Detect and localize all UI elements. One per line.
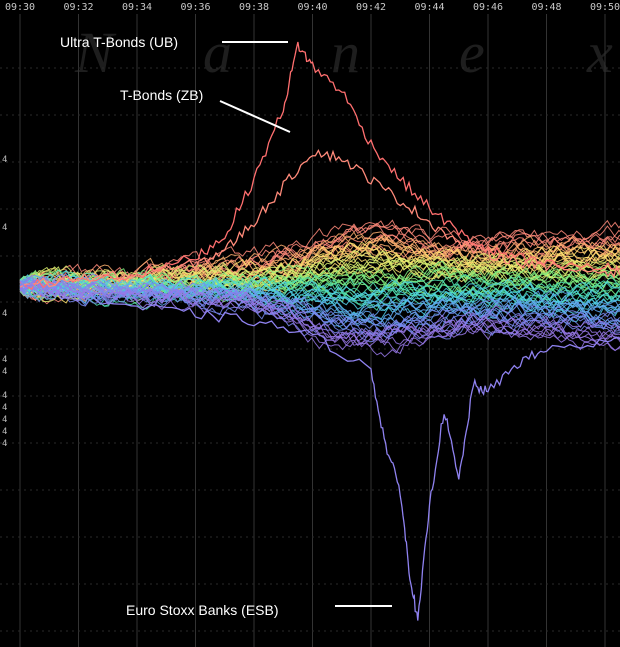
x-tick-label: 09:30 <box>5 2 35 13</box>
annotation-label: Euro Stoxx Banks (ESB) <box>126 602 279 618</box>
y-tick-label: 4 <box>2 367 7 377</box>
watermark-letter: x <box>586 20 613 85</box>
highlighted-series <box>19 41 620 621</box>
watermark-letter: a <box>203 20 232 85</box>
watermark-letter: N <box>74 20 117 85</box>
background-series-line <box>19 244 620 289</box>
annotations: Ultra T-Bonds (UB) T-Bonds (ZB) Euro Stoxx… <box>60 34 392 618</box>
y-tick-label: 4 <box>2 415 7 425</box>
x-tick-label: 09:46 <box>473 2 503 13</box>
y-tick-label: 4 <box>2 439 7 449</box>
series-line <box>19 280 620 621</box>
background-series-line <box>19 251 620 286</box>
watermark-letter: n <box>331 20 360 85</box>
x-tick-label: 09:48 <box>531 2 561 13</box>
y-tick-label: 4 <box>2 309 7 319</box>
background-series-line <box>19 280 620 339</box>
y-tick-label: 4 <box>2 391 7 401</box>
x-tick-label: 09:44 <box>414 2 444 13</box>
background-series-line <box>19 278 620 326</box>
background-series-line <box>20 274 620 343</box>
watermark-letter: e <box>459 20 485 85</box>
background-series-line <box>19 276 620 334</box>
y-tick-label: 4 <box>2 427 7 437</box>
annotation-label: Ultra T-Bonds (UB) <box>60 34 178 50</box>
series-line <box>19 148 620 288</box>
x-tick-label: 09:36 <box>180 2 210 13</box>
background-series-line <box>19 274 620 355</box>
x-tick-label: 09:42 <box>356 2 386 13</box>
background-series-line <box>19 265 620 303</box>
background-series-line <box>19 274 620 318</box>
background-series-bundle <box>19 219 620 358</box>
x-tick-label: 09:38 <box>239 2 269 13</box>
background-series-line <box>19 282 620 347</box>
y-axis-ticks: 4 4 4 4 4 4 4 4 4 4 <box>2 155 7 449</box>
x-tick-label: 09:32 <box>63 2 93 13</box>
background-series-line <box>19 277 620 312</box>
background-series-line <box>19 285 620 338</box>
y-tick-label: 4 <box>2 155 7 165</box>
y-tick-label: 4 <box>2 403 7 413</box>
series-line <box>19 41 620 290</box>
y-tick-label: 4 <box>2 355 7 365</box>
x-tick-label: 09:50 <box>590 2 620 13</box>
background-series-line <box>19 279 620 330</box>
x-tick-label: 09:34 <box>122 2 152 13</box>
annotation-label: T-Bonds (ZB) <box>120 87 203 103</box>
y-tick-label: 4 <box>2 223 7 233</box>
x-axis-ticks: 09:30 09:32 09:34 09:36 09:38 09:40 09:42 09:44… <box>5 2 620 13</box>
annotation-pointer-line <box>219 100 291 133</box>
x-tick-label: 09:40 <box>297 2 327 13</box>
